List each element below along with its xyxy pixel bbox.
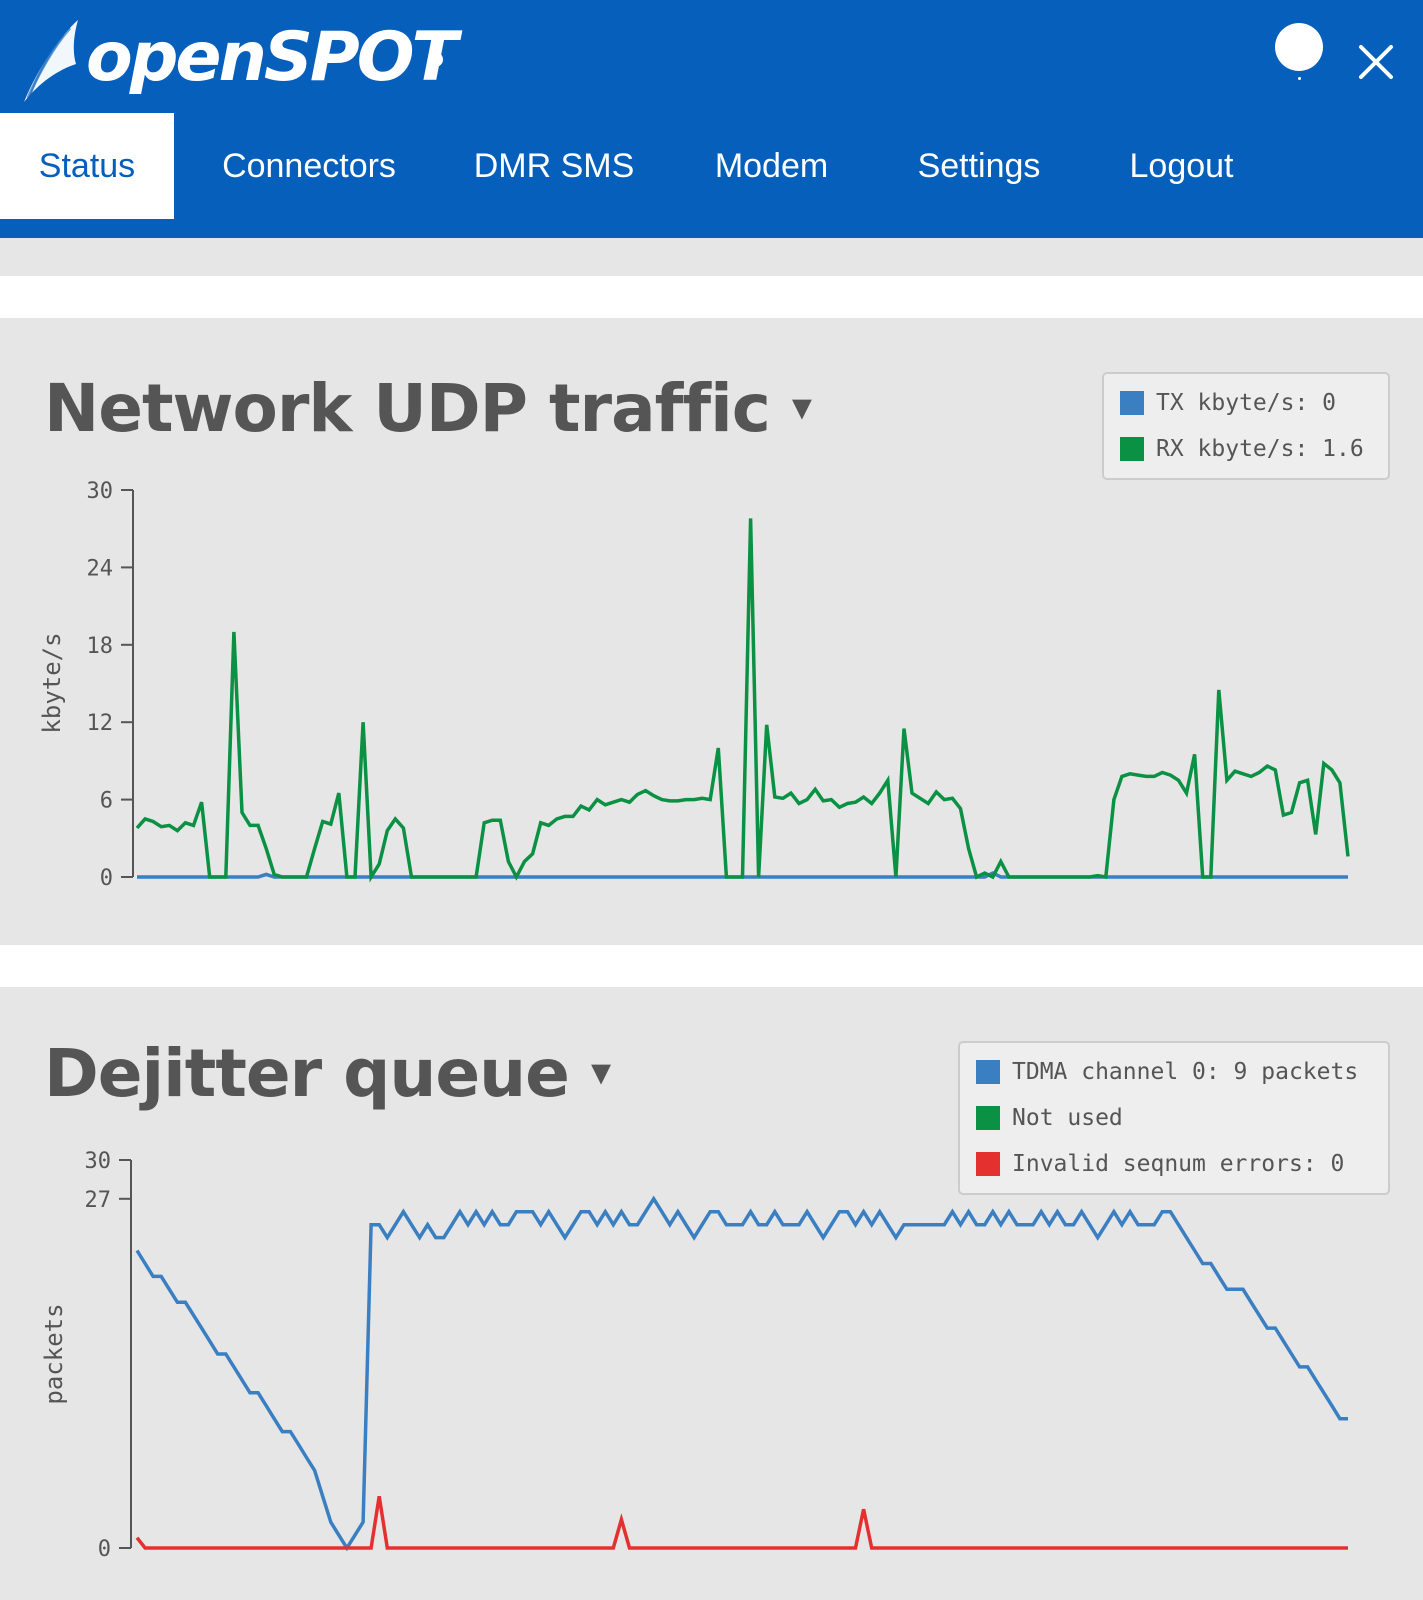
y-tick-label: 0 [100,866,113,891]
opensopt-logo: openSPOT [20,14,460,104]
legend-swatch [976,1060,1000,1084]
tab-status[interactable]: Status [0,113,174,219]
dejitter-queue-panel: Dejitter queue ▾ TDMA channel 0: 9 packet… [0,987,1423,1600]
y-axis-label: packets [40,1303,68,1404]
legend-label: TDMA channel 0: 9 packets [1012,1059,1359,1085]
logo-text: openSPOT [86,18,458,97]
y-axis-label: kbyte/s [38,632,66,733]
legend-entry-rx: RX kbyte/s: 1.6 [1120,426,1372,472]
dropdown-caret-icon[interactable]: ▾ [590,1048,611,1095]
main-nav-tabs: Status Connectors DMR SMS Modem Settings… [0,113,1423,219]
legend-label: Invalid seqnum errors: 0 [1012,1151,1345,1177]
y-tick-label: 12 [87,711,114,736]
network-legend: TX kbyte/s: 0 RX kbyte/s: 1.6 [1102,372,1390,480]
y-tick-label: 18 [87,634,114,659]
tab-connectors[interactable]: Connectors [222,146,396,185]
tab-modem[interactable]: Modem [714,146,829,185]
network-udp-traffic-panel: Network UDP traffic ▾ TX kbyte/s: 0 RX kb… [0,318,1423,945]
legend-swatch [976,1152,1000,1176]
series-line-0 [135,1195,1348,1552]
panel-title: Dejitter queue ▾ [44,1035,611,1112]
series-line-1 [135,1496,1348,1550]
legend-entry-seqnum: Invalid seqnum errors: 0 [976,1141,1372,1187]
y-tick-label: 30 [85,1149,112,1174]
legend-label: RX kbyte/s: 1.6 [1156,436,1364,462]
logo-dot [428,52,443,67]
app-header: openSPOT Status Connectors DMR SMS Modem… [0,0,1423,238]
status-light-icon [1275,23,1323,71]
dropdown-caret-icon[interactable]: ▾ [791,383,812,430]
status-light-dot [1298,77,1301,80]
tab-dmr-sms[interactable]: DMR SMS [473,146,635,185]
legend-swatch [1120,437,1144,461]
series-line-1 [135,518,1350,883]
y-tick-label: 24 [87,556,114,581]
y-tick-label: 0 [98,1537,111,1562]
sail-logo-icon [24,20,78,102]
dejitter-title-text: Dejitter queue [44,1035,570,1112]
legend-entry-tx: TX kbyte/s: 0 [1120,380,1372,426]
y-tick-label: 6 [100,789,113,814]
legend-entry-tdma: TDMA channel 0: 9 packets [976,1049,1372,1095]
legend-swatch [1120,391,1144,415]
legend-swatch [976,1106,1000,1130]
dejitter-legend: TDMA channel 0: 9 packets Not used Inval… [958,1041,1390,1195]
y-tick-label: 27 [85,1188,112,1213]
network-traffic-chart: 0 6 12 18 24 30 kbyte/s [38,479,1350,891]
dejitter-queue-chart: 0 27 30 packets [40,1149,1348,1562]
panel-title: Network UDP traffic ▾ [44,370,812,447]
network-title-text: Network UDP traffic [44,370,771,447]
tab-logout[interactable]: Logout [1129,146,1234,185]
legend-entry-not-used: Not used [976,1095,1372,1141]
status-strip [0,238,1423,276]
tab-settings[interactable]: Settings [917,146,1041,185]
close-icon[interactable] [1356,42,1396,82]
legend-label: Not used [1012,1105,1123,1131]
y-tick-label: 30 [87,479,114,504]
legend-label: TX kbyte/s: 0 [1156,390,1337,416]
